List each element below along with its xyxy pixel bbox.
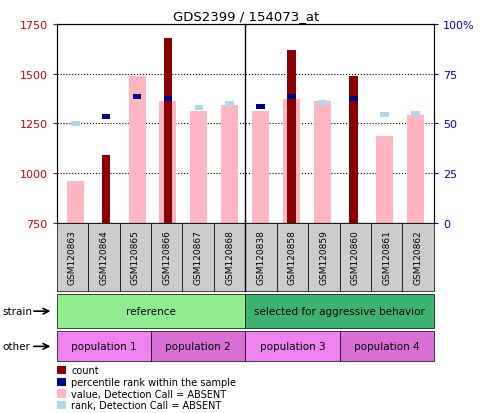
Bar bbox=[376, 137, 393, 223]
Bar bbox=[349, 97, 358, 102]
Text: GDS2399 / 154073_at: GDS2399 / 154073_at bbox=[174, 10, 319, 23]
Bar bbox=[407, 116, 424, 223]
Text: value, Detection Call = ABSENT: value, Detection Call = ABSENT bbox=[71, 389, 227, 399]
Text: population 4: population 4 bbox=[354, 342, 420, 351]
Bar bbox=[164, 97, 173, 102]
Bar bbox=[349, 76, 358, 223]
Bar bbox=[225, 102, 234, 107]
Text: selected for aggressive behavior: selected for aggressive behavior bbox=[254, 306, 425, 316]
Bar bbox=[252, 112, 269, 223]
Bar bbox=[190, 112, 208, 223]
Bar bbox=[283, 100, 300, 223]
Text: GSM120861: GSM120861 bbox=[382, 230, 391, 285]
Bar bbox=[221, 106, 238, 223]
Bar bbox=[411, 112, 420, 117]
Text: reference: reference bbox=[126, 306, 176, 316]
Bar bbox=[159, 102, 176, 223]
Text: population 2: population 2 bbox=[165, 342, 231, 351]
Text: rank, Detection Call = ABSENT: rank, Detection Call = ABSENT bbox=[71, 400, 222, 410]
Bar bbox=[195, 105, 203, 111]
Text: GSM120860: GSM120860 bbox=[351, 230, 360, 285]
Bar bbox=[133, 95, 141, 100]
Text: GSM120867: GSM120867 bbox=[194, 230, 203, 285]
Bar bbox=[314, 102, 331, 223]
Bar bbox=[102, 156, 110, 223]
Bar bbox=[67, 181, 84, 223]
Bar bbox=[71, 121, 79, 127]
Bar bbox=[129, 76, 145, 223]
Bar bbox=[287, 95, 296, 100]
Text: strain: strain bbox=[2, 306, 33, 316]
Bar bbox=[318, 100, 327, 106]
Text: percentile rank within the sample: percentile rank within the sample bbox=[71, 377, 237, 387]
Text: other: other bbox=[2, 342, 31, 351]
Bar bbox=[380, 112, 388, 118]
Text: GSM120838: GSM120838 bbox=[256, 230, 266, 285]
Text: GSM120859: GSM120859 bbox=[319, 230, 328, 285]
Text: population 1: population 1 bbox=[71, 342, 137, 351]
Text: GSM120865: GSM120865 bbox=[131, 230, 140, 285]
Text: GSM120866: GSM120866 bbox=[162, 230, 171, 285]
Text: GSM120864: GSM120864 bbox=[99, 230, 108, 285]
Bar bbox=[164, 39, 172, 223]
Bar bbox=[287, 50, 296, 223]
Text: GSM120858: GSM120858 bbox=[288, 230, 297, 285]
Text: GSM120868: GSM120868 bbox=[225, 230, 234, 285]
Text: count: count bbox=[71, 366, 99, 375]
Text: GSM120862: GSM120862 bbox=[414, 230, 423, 285]
Text: GSM120863: GSM120863 bbox=[68, 230, 77, 285]
Text: population 3: population 3 bbox=[260, 342, 325, 351]
Bar bbox=[102, 114, 110, 120]
Bar bbox=[256, 104, 265, 110]
